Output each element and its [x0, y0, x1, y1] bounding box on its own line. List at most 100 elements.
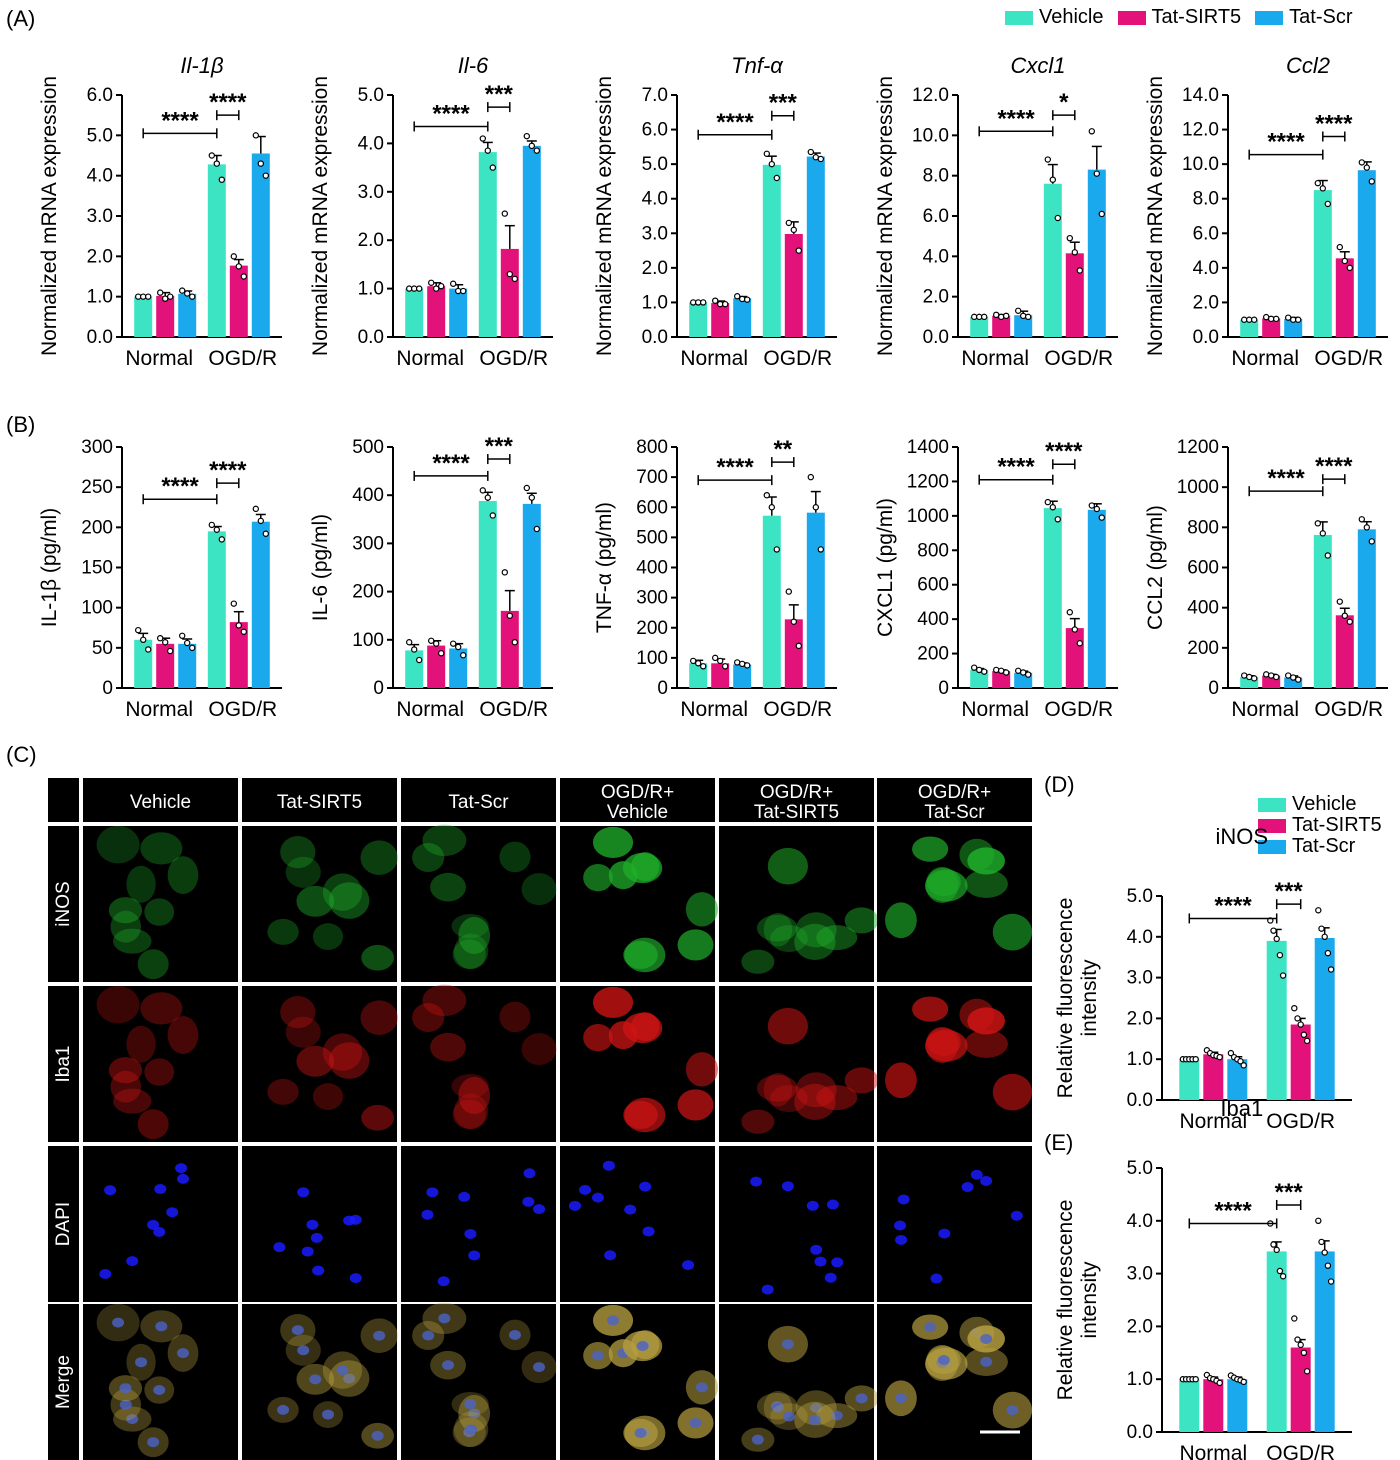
legend-d-label-vehicle: Vehicle: [1292, 793, 1357, 815]
nucleus-blob: [177, 1348, 190, 1359]
cell-blob: [453, 1093, 489, 1130]
cell-blob: [144, 1058, 175, 1086]
y-tick-label: 300: [352, 533, 384, 554]
data-point: [1049, 504, 1057, 511]
data-point: [1003, 312, 1010, 320]
nucleus-blob: [291, 1325, 304, 1336]
data-point: [1024, 671, 1032, 678]
cell-blob: [816, 1085, 858, 1111]
bar: [711, 303, 730, 337]
y-tick-label: 100: [636, 648, 668, 669]
data-point: [433, 285, 440, 292]
y-tick-label: 2.0: [1127, 1316, 1153, 1337]
column-header-cell: [83, 778, 238, 822]
data-point: [1049, 176, 1057, 183]
y-tick-label: 0.0: [358, 327, 384, 348]
data-point: [1294, 676, 1302, 683]
legend-label-vehicle: Vehicle: [1039, 6, 1104, 28]
cell-blob: [770, 1085, 808, 1113]
data-point: [773, 174, 781, 182]
bar: [1203, 1379, 1224, 1432]
nucleus-blob: [426, 1187, 439, 1198]
y-tick-label: 2.0: [642, 258, 668, 279]
cell-blob: [844, 907, 879, 934]
nucleus-blob: [602, 1160, 615, 1171]
data-point: [744, 662, 751, 669]
nucleus-blob: [761, 1284, 774, 1295]
y-tick-label: 4.0: [87, 166, 113, 187]
data-point: [450, 640, 457, 647]
data-point: [450, 280, 457, 287]
y-tick-label: 1000: [907, 506, 949, 527]
y-tick-label: 0: [102, 678, 113, 699]
cell-blob: [280, 996, 316, 1029]
data-point: [506, 612, 513, 619]
bar: [251, 153, 270, 337]
data-point: [533, 147, 541, 154]
cell-blob: [322, 873, 363, 911]
x-category-label: Normal: [1231, 347, 1299, 370]
data-point: [1066, 234, 1074, 242]
data-point: [1071, 249, 1079, 256]
data-point: [501, 569, 508, 576]
data-point: [208, 521, 215, 529]
sig-label: ***: [1275, 1179, 1304, 1206]
y-tick-label: 600: [1187, 558, 1219, 579]
data-point: [763, 150, 771, 157]
data-point: [1076, 640, 1084, 647]
nucleus-blob: [464, 1228, 477, 1239]
nucleus-blob: [810, 1402, 823, 1413]
data-point: [1240, 1378, 1247, 1386]
data-point: [739, 295, 746, 303]
data-point: [1192, 1055, 1199, 1063]
cell-blob: [322, 1033, 363, 1071]
data-point: [416, 285, 423, 292]
cell-blob: [622, 852, 663, 884]
panel-label-b: (B): [6, 412, 36, 437]
y-axis-label: Normalized mRNA expression: [38, 76, 61, 356]
y-tick-label: 3.0: [1127, 1264, 1153, 1285]
data-point: [188, 293, 196, 300]
bar: [733, 298, 752, 337]
nucleus-blob: [373, 1330, 386, 1341]
chart-b2: 0 100 200 300 400 500 IL-6 (pg/ml) Normal OGD/R *…: [309, 433, 553, 721]
sig-label: *: [1059, 89, 1069, 116]
y-tick-label: 400: [636, 558, 668, 579]
micrograph-grid: Vehicle Tat-SIRT5 Tat-Scr OGD/R+VehicleOGD/…: [48, 778, 1033, 1460]
data-point: [1314, 179, 1322, 187]
data-point: [433, 640, 440, 647]
y-tick-label: 200: [1187, 638, 1219, 659]
bar: [1290, 1347, 1311, 1432]
x-category-label: OGD/R: [479, 347, 548, 370]
micrograph-cell: [719, 1146, 874, 1302]
nucleus-blob: [1006, 1405, 1019, 1416]
nucleus-blob: [894, 1393, 907, 1404]
y-tick-label: 0: [373, 678, 384, 699]
bar: [522, 503, 541, 688]
data-point: [1267, 672, 1275, 679]
cell-blob: [926, 868, 961, 897]
row-header-label: iNOS: [53, 881, 74, 926]
data-point: [230, 253, 237, 260]
y-tick-label: 10.0: [912, 125, 949, 146]
bar: [522, 145, 541, 337]
nucleus-blob: [153, 1385, 166, 1396]
data-point: [785, 219, 793, 227]
data-point: [1358, 516, 1366, 523]
bar: [1240, 319, 1259, 337]
cell-blob: [592, 986, 634, 1018]
column-header-cell: [877, 778, 1032, 822]
data-point: [763, 492, 771, 499]
data-point: [1272, 315, 1280, 323]
x-category-label: OGD/R: [763, 698, 832, 721]
row-header-label: Merge: [53, 1355, 74, 1409]
nucleus-blob: [642, 1226, 655, 1237]
nucleus-blob: [155, 1321, 168, 1332]
y-axis-label: intensity: [1078, 959, 1101, 1037]
data-point: [484, 147, 491, 154]
y-tick-label: 600: [917, 575, 949, 596]
data-point: [1250, 316, 1258, 323]
nucleus-blob: [937, 1355, 950, 1366]
y-tick-label: 12.0: [912, 85, 949, 106]
